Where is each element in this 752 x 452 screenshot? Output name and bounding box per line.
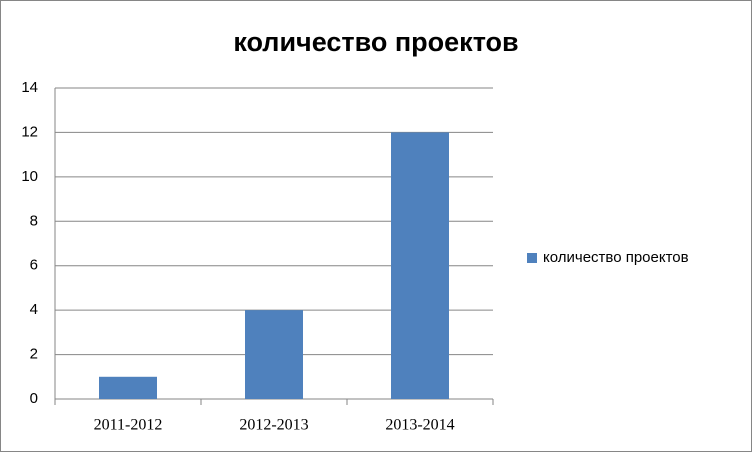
x-tick-label: 2011-2012 xyxy=(94,417,163,434)
y-tick-label: 0 xyxy=(30,390,38,407)
legend-swatch xyxy=(527,253,537,263)
y-tick-label: 12 xyxy=(21,123,38,140)
y-tick-label: 14 xyxy=(21,79,38,96)
y-tick-label: 10 xyxy=(21,168,38,185)
y-tick-label: 6 xyxy=(30,257,38,274)
bar xyxy=(245,310,303,399)
bar xyxy=(99,376,157,399)
bar xyxy=(391,132,449,399)
y-tick-label: 4 xyxy=(30,301,38,318)
y-tick-label: 2 xyxy=(30,346,38,363)
chart-title: количество проектов xyxy=(233,27,518,57)
legend-label: количество проектов xyxy=(543,249,689,266)
y-tick-label: 8 xyxy=(30,212,38,229)
x-tick-label: 2012-2013 xyxy=(239,417,308,434)
x-tick-label: 2013-2014 xyxy=(385,417,454,434)
